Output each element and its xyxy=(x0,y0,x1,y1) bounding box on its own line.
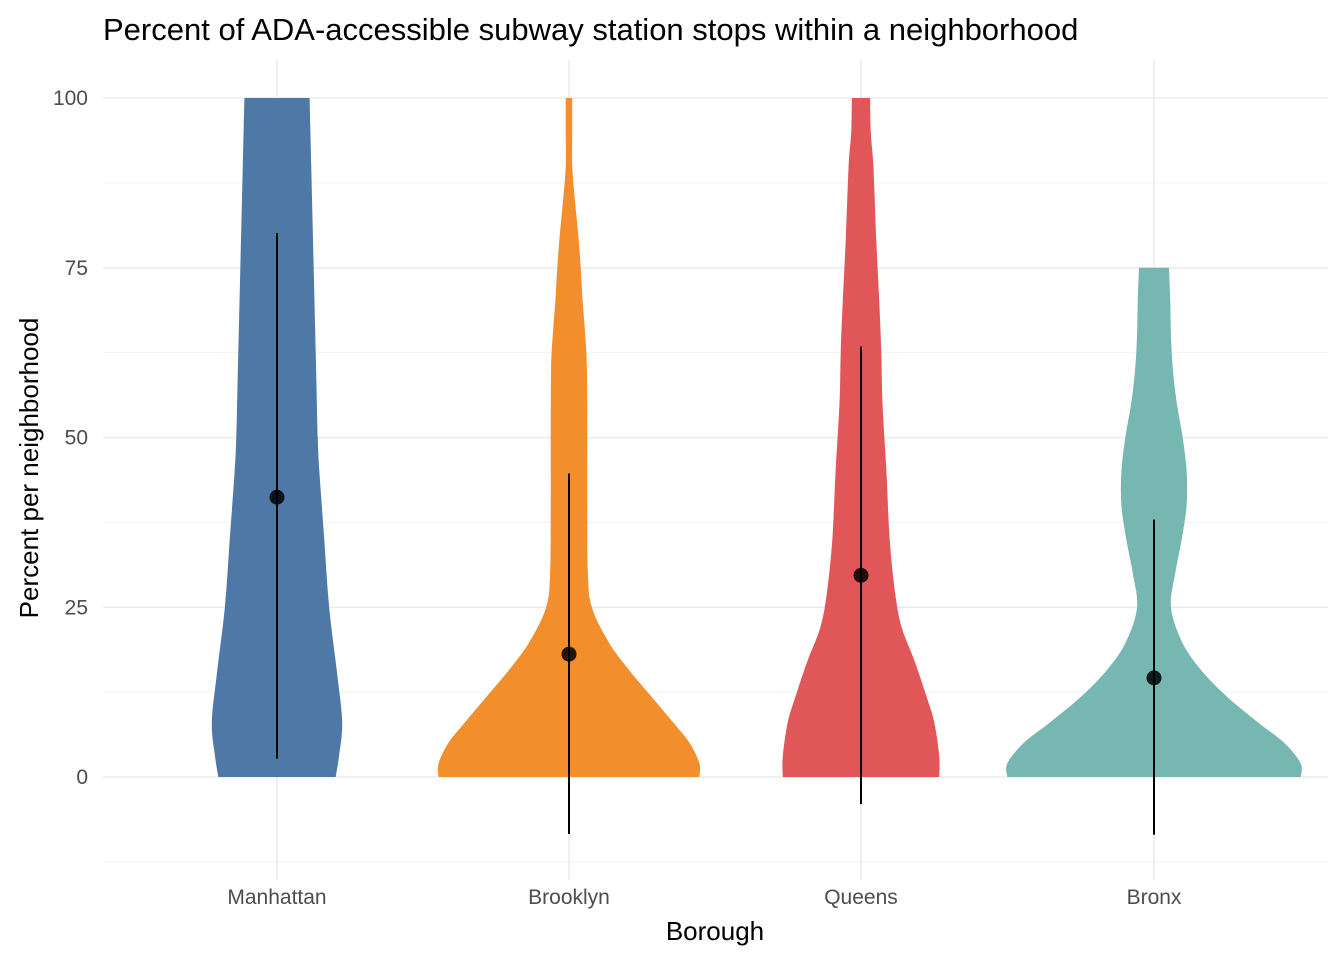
x-tick-label-bronx: Bronx xyxy=(1127,886,1182,909)
y-tick-label: 0 xyxy=(76,766,88,789)
chart-title: Percent of ADA-accessible subway station… xyxy=(103,12,1078,47)
x-tick-label-manhattan: Manhattan xyxy=(227,886,326,909)
x-tick-label-queens: Queens xyxy=(824,886,898,909)
y-tick-label: 25 xyxy=(65,596,88,619)
y-tick-label: 50 xyxy=(65,427,88,450)
y-tick-labels: 0 25 50 75 100 xyxy=(53,87,88,789)
mean-points xyxy=(269,489,1162,686)
x-tick-labels: Manhattan Brooklyn Queens Bronx xyxy=(227,886,1182,909)
x-axis-title: Borough xyxy=(666,916,764,946)
mean-point-queens xyxy=(853,567,869,583)
violin-brooklyn xyxy=(437,98,701,777)
x-tick-label-brooklyn: Brooklyn xyxy=(528,886,610,909)
y-tick-label: 75 xyxy=(65,257,88,280)
y-tick-label: 100 xyxy=(53,87,88,110)
mean-point-bronx xyxy=(1146,670,1162,686)
y-axis-title: Percent per neighborhood xyxy=(14,318,44,619)
mean-point-brooklyn xyxy=(561,646,577,662)
mean-point-manhattan xyxy=(269,489,285,505)
